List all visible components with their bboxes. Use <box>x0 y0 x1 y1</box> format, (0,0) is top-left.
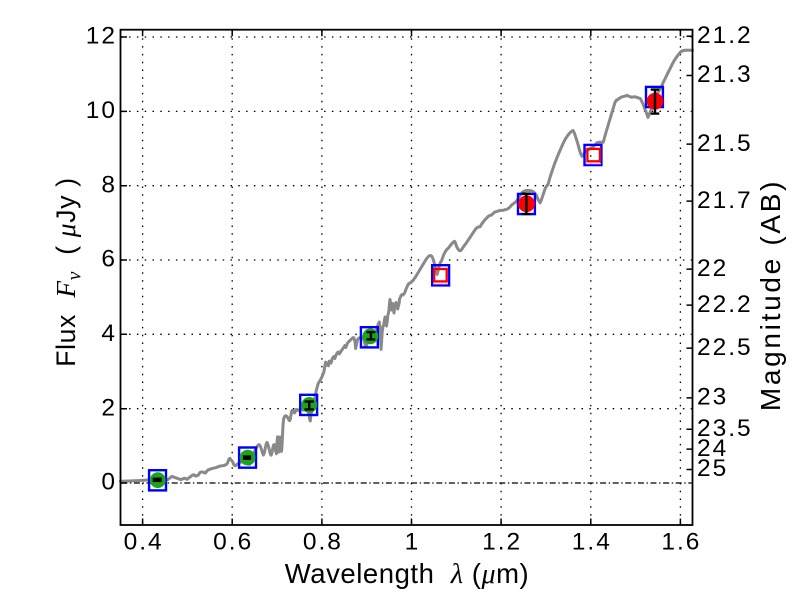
svg-text:8: 8 <box>101 171 117 198</box>
svg-text:23.5: 23.5 <box>697 415 753 442</box>
svg-text:1.2: 1.2 <box>482 529 522 556</box>
svg-text:0.6: 0.6 <box>213 529 253 556</box>
svg-text:24: 24 <box>697 435 728 462</box>
svg-text:22: 22 <box>697 255 728 282</box>
svg-text:21.7: 21.7 <box>697 187 753 214</box>
svg-text:1.6: 1.6 <box>661 529 701 556</box>
svg-text:22.5: 22.5 <box>697 334 753 361</box>
svg-text:Wavelength λ (μm): Wavelength λ (μm) <box>285 558 529 590</box>
svg-text:23: 23 <box>697 384 728 411</box>
svg-text:0.8: 0.8 <box>303 529 343 556</box>
svg-text:Magnitude (AB): Magnitude (AB) <box>755 179 786 411</box>
svg-text:6: 6 <box>101 246 117 273</box>
svg-text:10: 10 <box>86 97 117 124</box>
svg-text:12: 12 <box>86 23 117 50</box>
svg-text:1.4: 1.4 <box>572 529 612 556</box>
svg-text:21.2: 21.2 <box>697 22 753 49</box>
svg-text:0: 0 <box>101 469 117 496</box>
svg-text:21.3: 21.3 <box>697 61 753 88</box>
svg-text:22.2: 22.2 <box>697 291 753 318</box>
svg-text:4: 4 <box>101 320 117 347</box>
svg-text:Flux Fν ( μJy ): Flux Fν ( μJy ) <box>50 177 86 367</box>
svg-text:0.4: 0.4 <box>124 529 164 556</box>
svg-text:25: 25 <box>697 455 728 482</box>
svg-text:21.5: 21.5 <box>697 130 753 157</box>
svg-text:1: 1 <box>405 529 421 556</box>
svg-text:2: 2 <box>101 394 117 421</box>
